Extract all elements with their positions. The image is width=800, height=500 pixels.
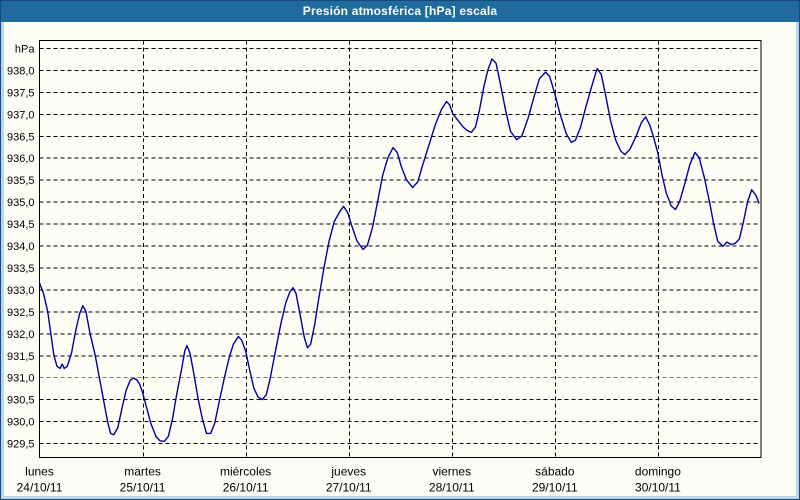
y-tick-label: 936,5 [7,131,34,143]
y-tick-label: 931,5 [7,351,34,363]
x-day-label: jueves [330,465,366,479]
y-tick-label: 936,0 [7,153,34,165]
x-day-label: martes [124,465,161,479]
y-tick-label: 934,5 [7,219,34,231]
chart-panel: hPa 938,0 937,5 937,0 936,5 936,0 935,5 935,0 93… [4,22,796,496]
y-tick-label: 930,5 [7,395,34,407]
x-day-label: domingo [635,465,681,479]
pressure-line [38,58,760,443]
x-date-label: 29/10/11 [532,481,578,495]
plot-border [39,39,762,459]
window-title: Presión atmosférica [hPa] escala [302,4,498,18]
y-tick-label: 929,5 [7,439,34,451]
y-tick-label: 935,0 [7,197,34,209]
x-day-label: miércoles [220,465,271,479]
x-day-label: lunes [25,465,54,479]
y-tick-label: hPa [15,43,35,55]
y-tick-label: 935,5 [7,175,34,187]
y-tick-label: 930,0 [7,417,34,429]
y-tick-label: 937,5 [7,87,34,99]
x-date-label: 24/10/11 [17,481,63,495]
y-tick-label: 932,0 [7,329,34,341]
x-day-label: sábado [535,465,575,479]
y-tick-label: 937,0 [7,109,34,121]
y-tick-label: 932,5 [7,307,34,319]
x-date-label: 25/10/11 [120,481,166,495]
y-tick-label: 933,0 [7,285,34,297]
pressure-chart: hPa 938,0 937,5 937,0 936,5 936,0 935,5 935,0 93… [7,39,762,495]
x-date-label: 28/10/11 [429,481,475,495]
y-tick-label: 938,0 [7,65,34,77]
x-day-label: viernes [432,465,471,479]
x-date-label: 30/10/11 [635,481,681,495]
y-tick-label: 931,0 [7,373,34,385]
window-title-bar: Presión atmosférica [hPa] escala [1,1,799,22]
x-date-label: 26/10/11 [223,481,269,495]
y-tick-label: 933,5 [7,263,34,275]
x-date-label: 27/10/11 [326,481,372,495]
y-tick-label: 934,0 [7,241,34,253]
